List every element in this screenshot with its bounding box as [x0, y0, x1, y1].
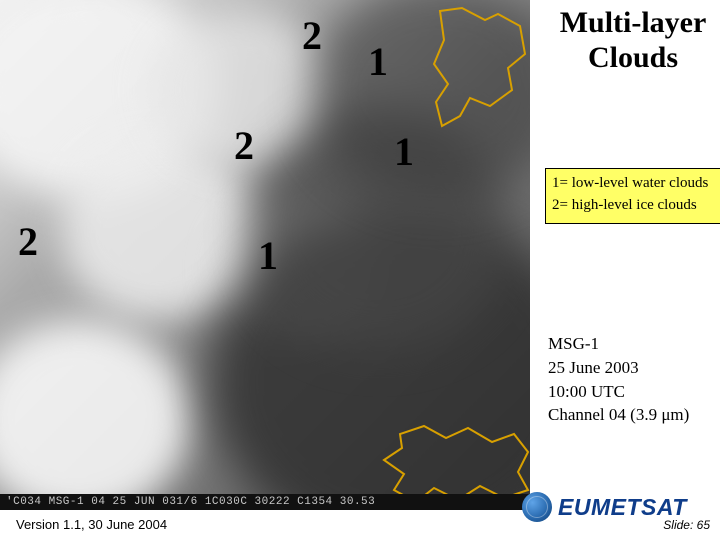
cloud-patch — [0, 320, 190, 510]
meta-time: 10:00 UTC — [548, 380, 720, 404]
annotation-2: 2 — [234, 122, 254, 169]
title-line: Clouds — [588, 41, 678, 74]
version-label: Version 1.1, 30 June 2004 — [16, 517, 167, 532]
logo-text: EUMETSAT — [558, 494, 687, 521]
annotation-1: 1 — [394, 128, 414, 175]
image-info-strip: 'C034 MSG-1 04 25 JUN 031/6 1C030C 30222… — [0, 494, 530, 510]
legend-line: 1= low-level water clouds — [552, 173, 718, 195]
metadata-block: MSG-1 25 June 2003 10:00 UTC Channel 04 … — [548, 332, 720, 427]
meta-satellite: MSG-1 — [548, 332, 720, 356]
slide-number: Slide: 65 — [663, 518, 710, 532]
annotation-1: 1 — [368, 38, 388, 85]
meta-date: 25 June 2003 — [548, 356, 720, 380]
meta-channel: Channel 04 (3.9 μm) — [548, 403, 720, 427]
title-line: Multi-layer — [560, 6, 707, 39]
slide-title: Multi-layer Clouds — [548, 6, 718, 75]
globe-icon — [522, 492, 552, 522]
annotation-2: 2 — [18, 218, 38, 265]
annotation-1: 1 — [258, 232, 278, 279]
legend-line: 2= high-level ice clouds — [552, 195, 718, 217]
satellite-image: 2 1 2 1 2 1 — [0, 0, 530, 510]
legend-box: 1= low-level water clouds 2= high-level … — [545, 168, 720, 224]
annotation-2: 2 — [302, 12, 322, 59]
